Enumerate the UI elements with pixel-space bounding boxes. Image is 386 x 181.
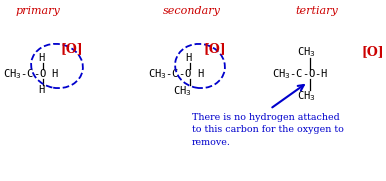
Text: H: H [38,85,44,95]
Text: [O]: [O] [61,43,83,56]
Text: CH$_3$: CH$_3$ [173,84,191,98]
Text: H: H [197,69,203,79]
Text: CH$_3$: CH$_3$ [297,89,315,103]
Text: CH$_3$-C-O: CH$_3$-C-O [148,67,192,81]
Text: tertiary: tertiary [296,6,339,16]
Text: secondary: secondary [163,6,221,16]
Text: H: H [38,53,44,63]
Text: [O]: [O] [204,43,226,56]
Text: CH$_3$-C-O-H: CH$_3$-C-O-H [272,67,328,81]
Text: [O]: [O] [362,45,384,58]
Text: H: H [51,69,57,79]
Text: There is no hydrogen attached
to this carbon for the oxygen to
remove.: There is no hydrogen attached to this ca… [192,113,344,147]
Text: primary: primary [15,6,60,16]
Text: CH$_3$: CH$_3$ [297,45,315,59]
Text: CH$_3$-C-O: CH$_3$-C-O [3,67,47,81]
Text: H: H [185,53,191,63]
